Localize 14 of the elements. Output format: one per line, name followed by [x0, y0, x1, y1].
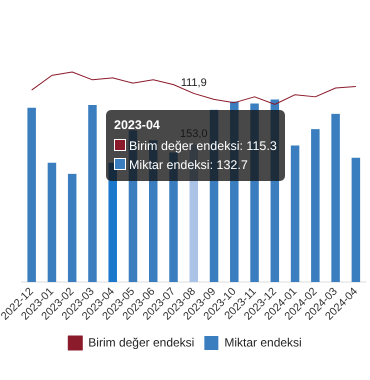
annotation: Miktar endeksi: 132.7 [129, 158, 248, 172]
bar [27, 108, 36, 282]
bar [48, 162, 56, 282]
legend-label: Miktar endeksi [224, 335, 302, 350]
bar [68, 174, 76, 282]
annotation: 111,9 [180, 76, 207, 89]
annotation: 2023-04 [114, 118, 160, 132]
bar [352, 158, 360, 282]
annotation: Birim değer endeksi: 115.3 [129, 139, 277, 153]
legend-label: Birim değer endeksi [88, 335, 194, 350]
bar [311, 129, 320, 282]
bar [290, 146, 300, 282]
bar [331, 114, 340, 282]
bar [88, 105, 97, 282]
